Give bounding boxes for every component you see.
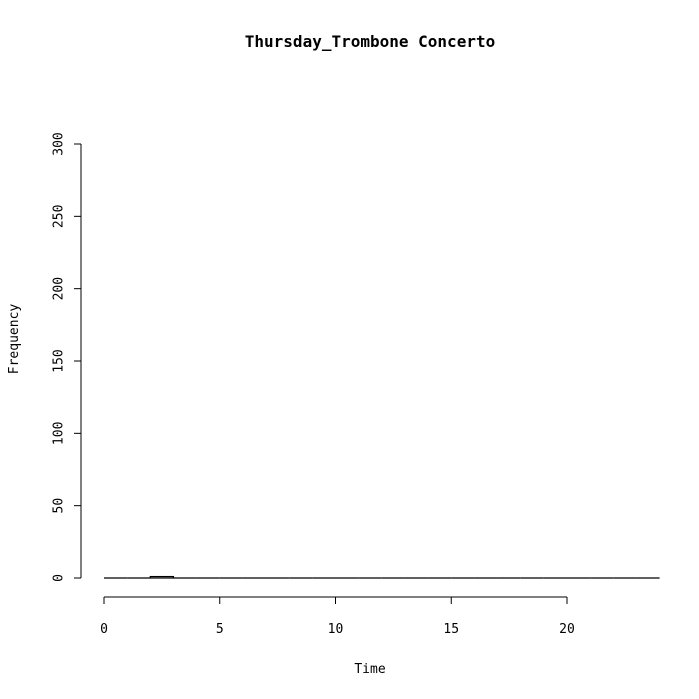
y-tick-label: 0 <box>52 574 67 582</box>
y-tick-label: 150 <box>52 349 67 372</box>
y-tick-label: 300 <box>52 132 67 155</box>
x-tick-label: 0 <box>100 622 108 637</box>
y-axis-title: Frequency <box>7 304 22 375</box>
x-tick-label: 10 <box>328 622 344 637</box>
x-tick-label: 5 <box>216 622 224 637</box>
bars-group <box>104 575 660 579</box>
y-tick-label: 200 <box>52 277 67 300</box>
x-tick-label: 15 <box>443 622 459 637</box>
x-axis-title: Time <box>354 662 385 677</box>
histogram-bar <box>149 575 175 579</box>
y-tick-label: 50 <box>52 498 67 514</box>
y-tick-label: 100 <box>52 422 67 445</box>
y-tick-label: 250 <box>52 205 67 228</box>
x-tick-label: 20 <box>559 622 575 637</box>
chart-title: Thursday_Trombone Concerto <box>245 32 495 51</box>
x-axis: 0 5 10 15 20 <box>100 596 575 637</box>
y-axis: 0 50 100 150 200 250 300 <box>52 132 82 582</box>
